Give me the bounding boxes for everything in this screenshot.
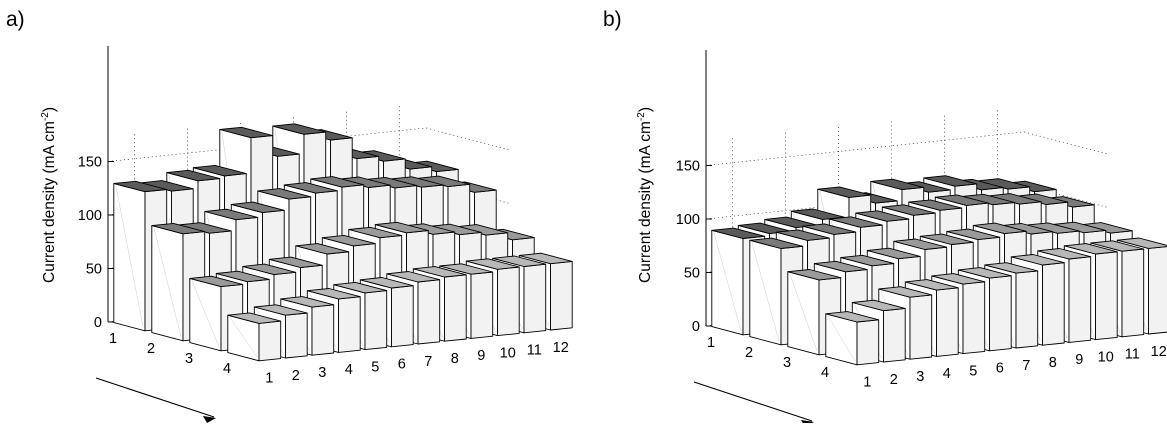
row-tick-label: 4 <box>223 361 231 377</box>
bar-side-face <box>1043 263 1065 346</box>
column-tick-label: 9 <box>477 348 485 364</box>
gridline-y <box>706 132 1108 166</box>
panel-label: b) <box>603 8 622 31</box>
direction-arrow-line <box>694 382 812 421</box>
column-tick-label: 7 <box>424 354 432 370</box>
bar-side-face <box>286 313 308 358</box>
column-tick-label: 3 <box>916 369 924 385</box>
y-tick-label: 100 <box>78 208 102 224</box>
column-tick-label: 4 <box>345 362 353 378</box>
column-tick-label: 1 <box>863 375 871 391</box>
column-tick-label: 3 <box>318 365 326 381</box>
column-tick-label: 12 <box>1151 344 1167 360</box>
bar-front-face <box>826 314 857 365</box>
y-tick-label: 0 <box>692 319 700 335</box>
bar-side-face <box>392 286 414 347</box>
panel-label: a) <box>6 8 25 31</box>
column-tick-label: 11 <box>527 343 542 359</box>
bar-side-face <box>910 295 932 359</box>
y-tick-label: 150 <box>78 155 102 171</box>
column-tick-label: 2 <box>890 372 898 388</box>
y-axis-label: Current density (mA cm-2) <box>40 107 58 283</box>
row-tick-label: 3 <box>185 351 193 367</box>
bar-side-face <box>1149 246 1167 334</box>
bar-side-face <box>1069 257 1091 343</box>
column-tick-label: 6 <box>398 357 406 373</box>
column-tick-label: 10 <box>500 345 516 361</box>
bar-side-face <box>339 297 361 353</box>
bar-side-face <box>259 321 281 361</box>
direction-arrow-head <box>203 416 216 423</box>
column-tick-label: 8 <box>1049 355 1057 371</box>
column-tick-label: 5 <box>969 363 977 379</box>
row-tick-label: 2 <box>147 341 155 357</box>
bar-side-face <box>857 320 879 365</box>
bars <box>712 176 1167 365</box>
y-tick-label: 100 <box>676 212 700 228</box>
y-tick-label: 0 <box>94 315 102 331</box>
bar-side-face <box>445 275 467 341</box>
y-tick-label: 50 <box>86 262 102 278</box>
bar-side-face <box>418 280 440 344</box>
bar <box>228 313 281 361</box>
column-tick-label: 5 <box>371 359 379 375</box>
column-tick-label: 4 <box>943 366 951 382</box>
column-tick-label: 12 <box>553 340 569 356</box>
row-tick-label: 2 <box>745 345 753 361</box>
column-tick-label: 11 <box>1125 347 1140 363</box>
bar-side-face <box>471 272 493 338</box>
column-tick-label: 9 <box>1075 352 1083 368</box>
bar-side-face <box>884 308 906 362</box>
bar-side-face <box>524 264 546 333</box>
column-tick-label: 6 <box>996 361 1004 377</box>
column-tick-label: 1 <box>265 371 273 387</box>
column-tick-label: 8 <box>451 351 459 367</box>
bar <box>826 312 879 365</box>
y-tick-label: 50 <box>684 266 700 282</box>
bar-side-face <box>937 288 959 357</box>
bar-side-face <box>963 282 985 354</box>
bar-side-face <box>1016 271 1038 348</box>
column-tick-label: 10 <box>1098 349 1114 365</box>
bar-side-face <box>990 276 1012 351</box>
row-tick-label: 1 <box>707 335 715 351</box>
row-tick-label: 4 <box>821 365 829 381</box>
bar-side-face <box>551 261 573 330</box>
y-axis-label: Current density (mA cm-2) <box>636 107 654 283</box>
direction-arrow-line <box>96 378 214 417</box>
bar-side-face <box>1122 249 1144 337</box>
bars <box>114 124 572 361</box>
bar-side-face <box>498 267 520 336</box>
bar-side-face <box>312 305 334 355</box>
column-tick-label: 2 <box>292 368 300 384</box>
column-tick-label: 7 <box>1022 358 1030 374</box>
row-tick-label: 1 <box>109 331 117 347</box>
y-tick-label: 150 <box>676 159 700 175</box>
bar-side-face <box>365 291 387 350</box>
row-tick-label: 3 <box>783 355 791 371</box>
bar-side-face <box>1096 252 1118 340</box>
bar-front-face <box>788 272 819 355</box>
